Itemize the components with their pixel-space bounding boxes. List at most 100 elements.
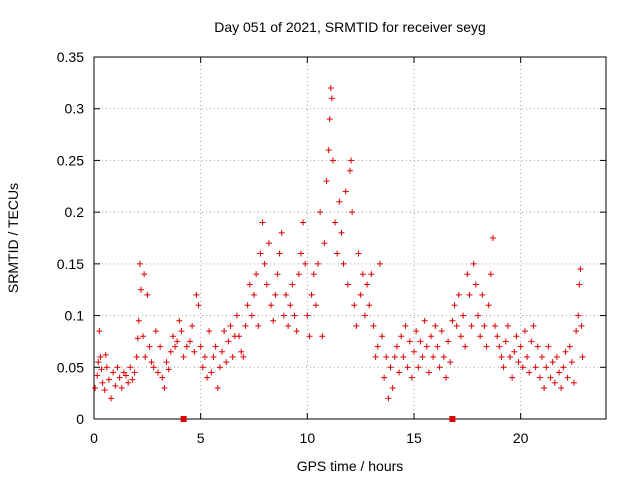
data-point [92, 384, 99, 391]
data-point [99, 379, 106, 386]
data-point [492, 322, 499, 329]
data-point [568, 359, 575, 366]
data-point [507, 353, 513, 360]
data-point [364, 281, 371, 288]
data-point [265, 240, 272, 247]
data-point [102, 351, 109, 358]
data-point [464, 271, 471, 278]
y-tick-label: 0.1 [65, 308, 85, 324]
data-point [187, 338, 193, 345]
chart-title: Day 051 of 2021, SRMTID for receiver sey… [214, 19, 486, 35]
data-point [551, 379, 558, 386]
data-point [449, 317, 456, 324]
data-point [141, 271, 148, 278]
data-point [349, 209, 356, 216]
data-point [393, 343, 400, 350]
data-point [475, 312, 481, 319]
data-point [389, 384, 396, 391]
data-point [278, 229, 285, 236]
data-point [511, 348, 518, 355]
data-point [257, 250, 264, 257]
data-point [280, 312, 287, 319]
data-point [402, 322, 409, 329]
data-point [136, 260, 143, 267]
data-point [302, 260, 309, 267]
data-point [159, 374, 166, 381]
data-point [323, 178, 330, 185]
data-point [144, 291, 151, 298]
data-point [566, 343, 573, 350]
plot-area-frame [93, 56, 607, 420]
data-point [419, 353, 426, 360]
data-point [425, 369, 432, 376]
data-point [477, 333, 484, 340]
data-point [344, 281, 351, 288]
data-point [558, 384, 565, 391]
data-point [457, 333, 464, 340]
y-axis-label: SRMTID / TECUs [5, 183, 21, 293]
data-point [210, 353, 217, 360]
data-point [310, 271, 317, 278]
data-point [451, 302, 458, 309]
x-tick-label: 5 [197, 430, 205, 446]
data-point [98, 366, 105, 373]
data-point [137, 286, 144, 293]
data-point [120, 369, 127, 376]
data-point [423, 343, 430, 350]
axis-markers [180, 416, 456, 422]
data-point [342, 188, 349, 195]
data-point [308, 291, 315, 298]
data-point [421, 317, 428, 324]
data-point [227, 322, 234, 329]
data-point [169, 333, 176, 340]
data-point [152, 328, 159, 335]
data-point [148, 359, 155, 366]
data-point [483, 343, 490, 350]
data-point [312, 302, 319, 309]
data-point [201, 353, 208, 360]
data-point [142, 353, 149, 360]
data-point [487, 271, 494, 278]
data-point [97, 353, 104, 360]
data-point [445, 338, 452, 345]
data-point [460, 312, 467, 319]
data-point [578, 322, 585, 329]
data-point [351, 302, 358, 309]
data-point [150, 364, 157, 371]
data-point [321, 240, 328, 247]
x-tick-label: 20 [513, 430, 529, 446]
data-point [547, 374, 554, 381]
data-point [509, 374, 516, 381]
data-point [396, 369, 403, 376]
data-point [334, 250, 341, 257]
data-point [96, 328, 103, 335]
data-point [297, 250, 304, 257]
data-point [315, 260, 321, 267]
data-point [366, 302, 373, 309]
data-point [251, 291, 257, 298]
data-point [564, 374, 571, 381]
data-point [197, 343, 204, 350]
data-point [276, 250, 283, 257]
data-point [108, 395, 115, 402]
data-point [440, 353, 447, 360]
data-point [229, 353, 236, 360]
data-point [259, 219, 266, 226]
data-point [236, 333, 243, 340]
data-point [430, 353, 437, 360]
data-point [114, 364, 121, 371]
data-point [500, 364, 507, 371]
data-point [468, 322, 475, 329]
data-point [206, 328, 213, 335]
data-point [357, 291, 364, 298]
data-point [208, 369, 215, 376]
data-point [348, 157, 355, 164]
data-point [165, 366, 172, 373]
data-point [519, 364, 526, 371]
data-point [283, 291, 289, 298]
data-point [131, 369, 138, 376]
y-tick-label: 0.35 [57, 49, 84, 65]
data-point [172, 343, 179, 350]
data-point [233, 312, 240, 319]
